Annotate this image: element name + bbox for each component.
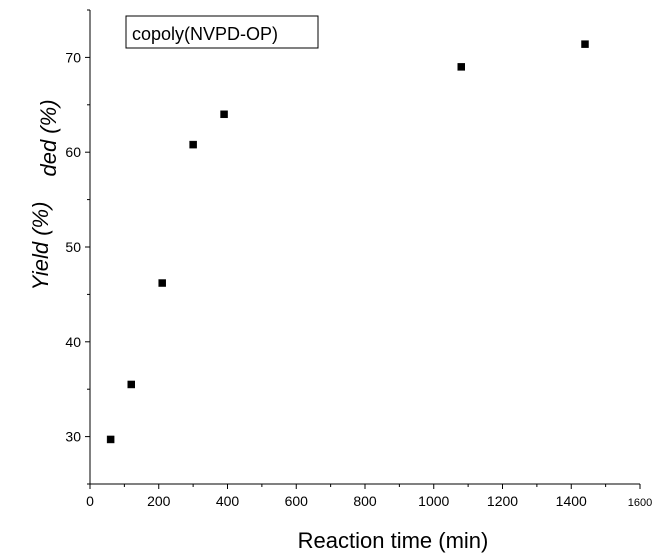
y-tick-label: 50 <box>65 239 81 255</box>
data-point <box>106 435 115 444</box>
y-tick-label: 30 <box>65 429 81 445</box>
data-point <box>127 380 135 389</box>
x-tick-label: 800 <box>353 493 377 509</box>
x-tick-label: 1400 <box>556 493 587 509</box>
legend-box <box>125 15 319 49</box>
y-tick-label: 60 <box>65 144 81 160</box>
data-point <box>457 63 465 71</box>
x-tick-label: 1200 <box>487 493 518 509</box>
data-point <box>581 40 589 48</box>
legend-label: copoly(NVPD-OP) <box>132 24 278 44</box>
x-axis-label: Reaction time (min) <box>298 528 489 553</box>
data-point <box>220 110 228 119</box>
data-points <box>106 40 589 444</box>
y-tick-label: 70 <box>65 49 81 65</box>
x-tick-label: 1000 <box>418 493 449 509</box>
x-tick-label: 0 <box>86 493 94 509</box>
x-tick-label: 1600 <box>628 497 652 509</box>
x-tick-label: 200 <box>147 493 171 509</box>
x-tick-label: 600 <box>285 493 309 509</box>
y-axis-label-fragment: ded (%) <box>36 99 61 176</box>
ticks: 0 200 400 600 800 1000 1200 1400 1600 30 40 50 60 70 <box>65 9 652 509</box>
legend: copoly(NVPD-OP) <box>125 15 319 49</box>
x-tick-label: 400 <box>216 493 240 509</box>
axes <box>89 10 640 485</box>
y-axis-label: Yield (%) <box>28 202 53 291</box>
data-point <box>158 279 166 287</box>
data-point <box>189 140 197 149</box>
y-tick-label: 40 <box>65 334 81 350</box>
